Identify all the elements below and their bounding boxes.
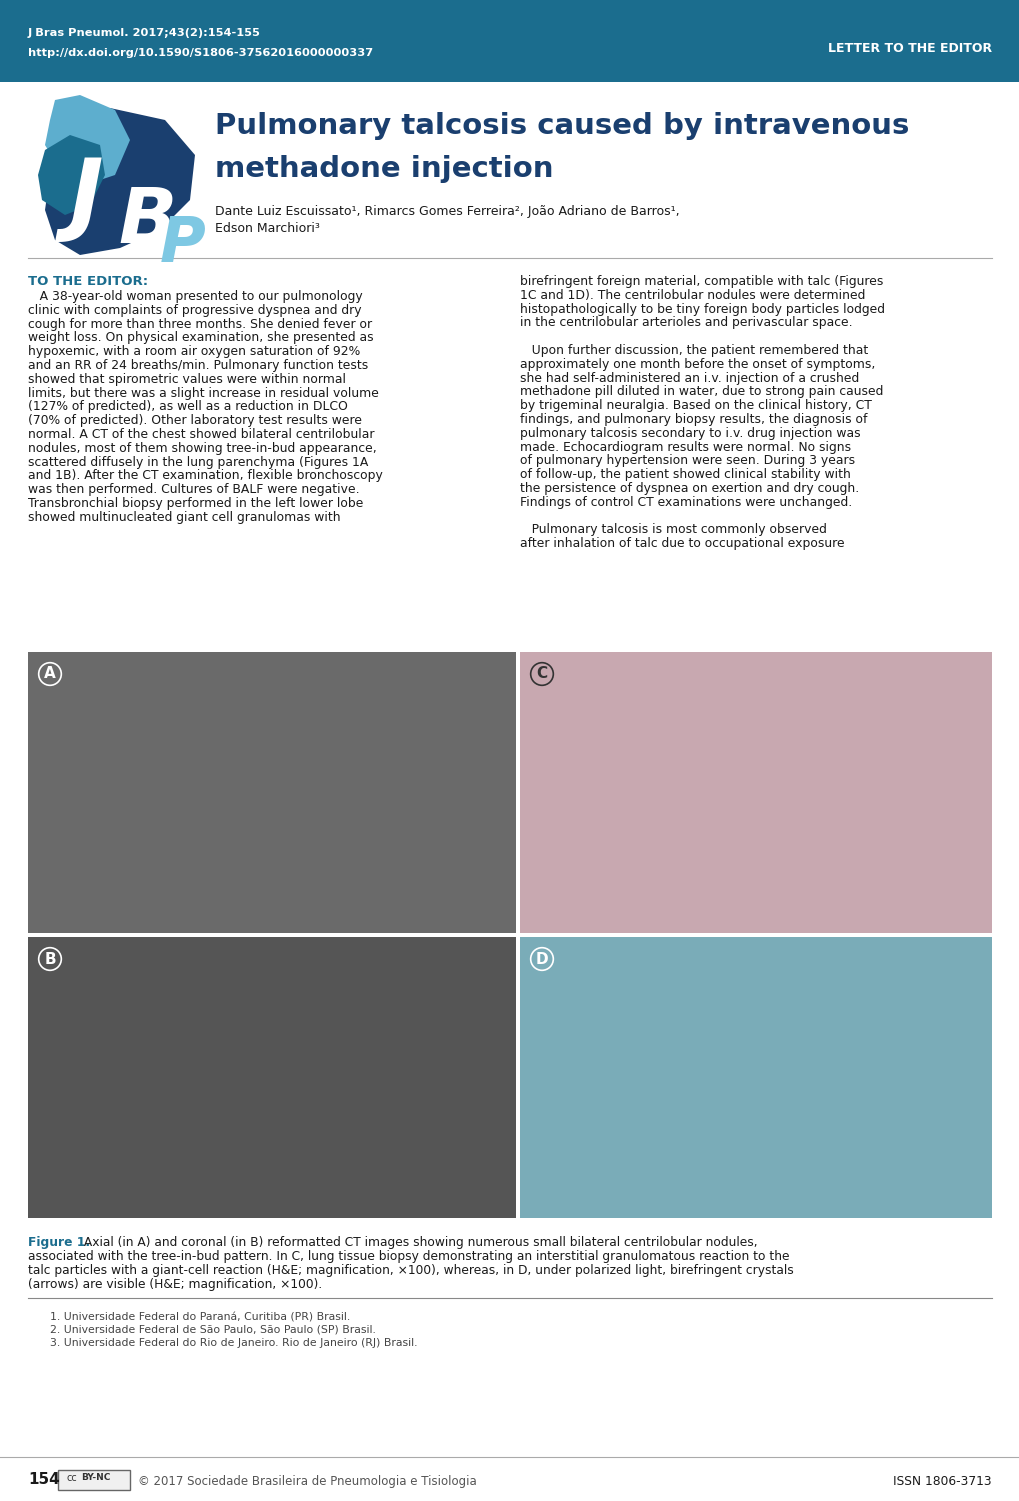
Text: associated with the tree-in-bud pattern. In C, lung tissue biopsy demonstrating : associated with the tree-in-bud pattern.… bbox=[28, 1250, 789, 1262]
Text: J Bras Pneumol. 2017;43(2):154-155: J Bras Pneumol. 2017;43(2):154-155 bbox=[28, 29, 261, 38]
Text: (70% of predicted). Other laboratory test results were: (70% of predicted). Other laboratory tes… bbox=[28, 414, 362, 428]
Text: by trigeminal neuralgia. Based on the clinical history, CT: by trigeminal neuralgia. Based on the cl… bbox=[520, 399, 871, 413]
Text: Upon further discussion, the patient remembered that: Upon further discussion, the patient rem… bbox=[520, 344, 867, 357]
Text: in the centrilobular arterioles and perivascular space.: in the centrilobular arterioles and peri… bbox=[520, 317, 852, 329]
Text: 3. Universidade Federal do Rio de Janeiro. Rio de Janeiro (RJ) Brasil.: 3. Universidade Federal do Rio de Janeir… bbox=[50, 1337, 417, 1348]
Text: limits, but there was a slight increase in residual volume: limits, but there was a slight increase … bbox=[28, 387, 378, 399]
Text: she had self-administered an i.v. injection of a crushed: she had self-administered an i.v. inject… bbox=[520, 372, 858, 384]
Bar bbox=[520, 651, 991, 934]
Text: cc: cc bbox=[66, 1472, 77, 1483]
Text: showed multinucleated giant cell granulomas with: showed multinucleated giant cell granulo… bbox=[28, 510, 340, 524]
Bar bbox=[520, 937, 991, 1217]
Text: and an RR of 24 breaths/min. Pulmonary function tests: and an RR of 24 breaths/min. Pulmonary f… bbox=[28, 359, 368, 372]
Text: after inhalation of talc due to occupational exposure: after inhalation of talc due to occupati… bbox=[520, 537, 844, 551]
Text: the persistence of dyspnea on exertion and dry cough.: the persistence of dyspnea on exertion a… bbox=[520, 482, 858, 495]
Text: P: P bbox=[160, 215, 206, 275]
Text: D: D bbox=[535, 952, 548, 967]
Bar bbox=[0, 0, 1019, 83]
Polygon shape bbox=[45, 95, 129, 185]
Text: Edson Marchiori³: Edson Marchiori³ bbox=[215, 222, 320, 236]
Text: 1. Universidade Federal do Paraná, Curitiba (PR) Brasil.: 1. Universidade Federal do Paraná, Curit… bbox=[50, 1312, 350, 1322]
Text: made. Echocardiogram results were normal. No signs: made. Echocardiogram results were normal… bbox=[520, 441, 850, 453]
Text: findings, and pulmonary biopsy results, the diagnosis of: findings, and pulmonary biopsy results, … bbox=[520, 413, 866, 426]
Text: weight loss. On physical examination, she presented as: weight loss. On physical examination, sh… bbox=[28, 332, 373, 344]
Text: TO THE EDITOR:: TO THE EDITOR: bbox=[28, 275, 148, 288]
Text: nodules, most of them showing tree-in-bud appearance,: nodules, most of them showing tree-in-bu… bbox=[28, 441, 376, 455]
Text: (127% of predicted), as well as a reduction in DLCO: (127% of predicted), as well as a reduct… bbox=[28, 401, 347, 413]
Bar bbox=[28, 937, 516, 1217]
Text: Figure 1.: Figure 1. bbox=[28, 1235, 90, 1249]
Text: 1C and 1D). The centrilobular nodules were determined: 1C and 1D). The centrilobular nodules we… bbox=[520, 288, 864, 302]
Text: cough for more than three months. She denied fever or: cough for more than three months. She de… bbox=[28, 318, 372, 330]
Text: showed that spirometric values were within normal: showed that spirometric values were with… bbox=[28, 372, 345, 386]
Text: Axial (in A) and coronal (in B) reformatted CT images showing numerous small bil: Axial (in A) and coronal (in B) reformat… bbox=[79, 1235, 757, 1249]
Text: approximately one month before the onset of symptoms,: approximately one month before the onset… bbox=[520, 357, 874, 371]
Text: A 38-year-old woman presented to our pulmonology: A 38-year-old woman presented to our pul… bbox=[28, 290, 363, 303]
Text: histopathologically to be tiny foreign body particles lodged: histopathologically to be tiny foreign b… bbox=[520, 303, 884, 315]
Text: LETTER TO THE EDITOR: LETTER TO THE EDITOR bbox=[827, 42, 991, 56]
Text: ISSN 1806-3713: ISSN 1806-3713 bbox=[893, 1475, 991, 1487]
Text: Dante Luiz Escuissato¹, Rimarcs Gomes Ferreira², João Adriano de Barros¹,: Dante Luiz Escuissato¹, Rimarcs Gomes Fe… bbox=[215, 206, 679, 218]
Text: (arrows) are visible (H&E; magnification, ×100).: (arrows) are visible (H&E; magnification… bbox=[28, 1277, 322, 1291]
Text: 154: 154 bbox=[28, 1472, 60, 1487]
Text: was then performed. Cultures of BALF were negative.: was then performed. Cultures of BALF wer… bbox=[28, 483, 360, 497]
Text: of follow-up, the patient showed clinical stability with: of follow-up, the patient showed clinica… bbox=[520, 468, 850, 482]
Bar bbox=[28, 651, 516, 934]
Text: talc particles with a giant-cell reaction (H&E; magnification, ×100), whereas, i: talc particles with a giant-cell reactio… bbox=[28, 1264, 793, 1277]
Text: A: A bbox=[44, 666, 56, 681]
Text: J: J bbox=[70, 155, 104, 243]
Text: birefringent foreign material, compatible with talc (Figures: birefringent foreign material, compatibl… bbox=[520, 275, 882, 288]
Text: BY-NC: BY-NC bbox=[82, 1472, 111, 1481]
Text: and 1B). After the CT examination, flexible bronchoscopy: and 1B). After the CT examination, flexi… bbox=[28, 470, 382, 482]
Text: Pulmonary talcosis caused by intravenous: Pulmonary talcosis caused by intravenous bbox=[215, 113, 909, 140]
Text: hypoxemic, with a room air oxygen saturation of 92%: hypoxemic, with a room air oxygen satura… bbox=[28, 345, 360, 359]
Text: Pulmonary talcosis is most commonly observed: Pulmonary talcosis is most commonly obse… bbox=[520, 524, 826, 536]
Text: C: C bbox=[536, 666, 547, 681]
Polygon shape bbox=[38, 135, 105, 215]
Text: 2. Universidade Federal de São Paulo, São Paulo (SP) Brasil.: 2. Universidade Federal de São Paulo, Sã… bbox=[50, 1325, 376, 1334]
Text: Findings of control CT examinations were unchanged.: Findings of control CT examinations were… bbox=[520, 495, 852, 509]
Text: methadone pill diluted in water, due to strong pain caused: methadone pill diluted in water, due to … bbox=[520, 386, 882, 398]
Text: scattered diffusely in the lung parenchyma (Figures 1A: scattered diffusely in the lung parenchy… bbox=[28, 456, 368, 468]
Text: normal. A CT of the chest showed bilateral centrilobular: normal. A CT of the chest showed bilater… bbox=[28, 428, 374, 441]
Text: Transbronchial biopsy performed in the left lower lobe: Transbronchial biopsy performed in the l… bbox=[28, 497, 363, 510]
Text: http://dx.doi.org/10.1590/S1806-37562016000000337: http://dx.doi.org/10.1590/S1806-37562016… bbox=[28, 48, 373, 59]
Text: B: B bbox=[44, 952, 56, 967]
Text: B: B bbox=[118, 185, 176, 260]
Bar bbox=[58, 1469, 129, 1490]
Text: pulmonary talcosis secondary to i.v. drug injection was: pulmonary talcosis secondary to i.v. dru… bbox=[520, 426, 860, 440]
Text: of pulmonary hypertension were seen. During 3 years: of pulmonary hypertension were seen. Dur… bbox=[520, 455, 854, 467]
Text: clinic with complaints of progressive dyspnea and dry: clinic with complaints of progressive dy… bbox=[28, 303, 362, 317]
Text: methadone injection: methadone injection bbox=[215, 155, 553, 183]
Polygon shape bbox=[45, 108, 195, 255]
Text: © 2017 Sociedade Brasileira de Pneumologia e Tisiologia: © 2017 Sociedade Brasileira de Pneumolog… bbox=[138, 1475, 476, 1487]
